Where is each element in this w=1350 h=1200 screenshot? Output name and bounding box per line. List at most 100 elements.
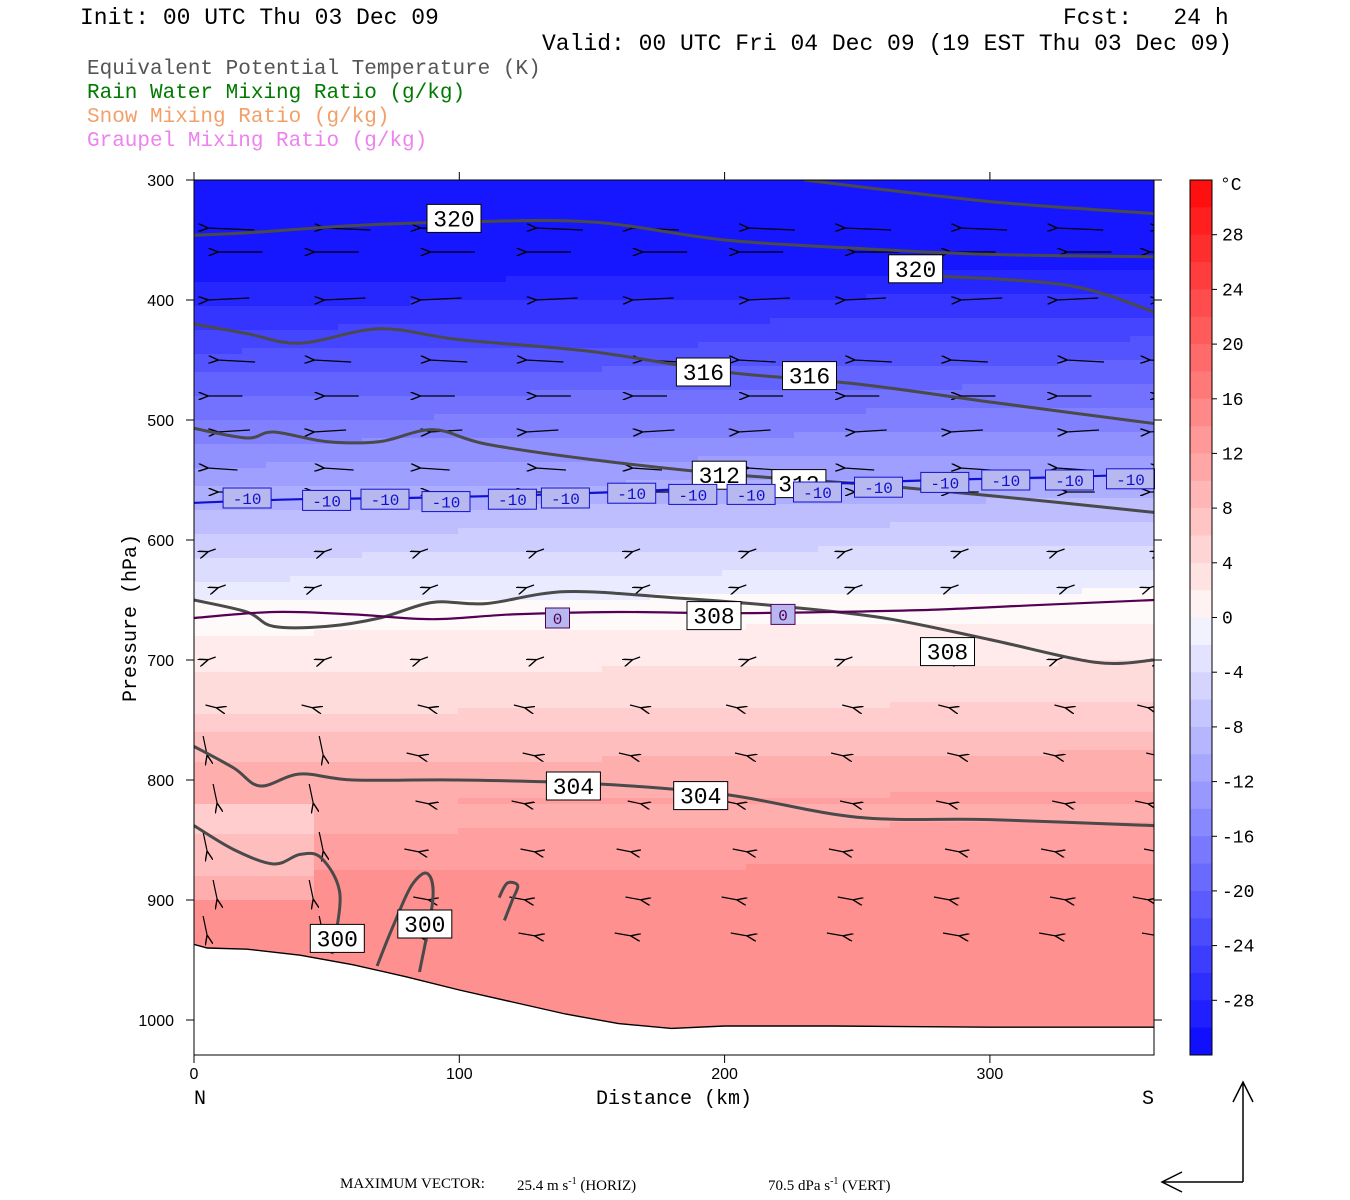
shading-cell [674,198,699,205]
shading-cell [1082,684,1107,691]
shading-cell [386,378,411,385]
shading-cell [890,666,915,673]
shading-cell [866,762,891,769]
shading-cell [746,864,771,871]
shading-cell [290,396,315,403]
shading-cell [890,306,915,313]
shading-cell [290,198,315,205]
shading-cell [938,318,963,325]
shading-cell [1130,642,1154,649]
shading-cell [218,636,243,643]
shading-cell [890,876,915,883]
shading-cell [242,678,267,685]
shading-cell [722,840,747,847]
shading-cell [194,264,219,271]
shading-cell [290,762,315,769]
shading-cell [818,600,843,607]
shading-cell [818,750,843,757]
shading-cell [194,492,219,499]
shading-cell [842,498,867,505]
shading-cell [194,732,219,739]
shading-cell [290,912,315,919]
shading-cell [938,882,963,889]
shading-cell [530,858,555,865]
shading-cell [266,714,291,721]
shading-cell [338,660,363,667]
shading-cell [770,672,795,679]
shading-cell [818,606,843,613]
shading-cell [938,300,963,307]
shading-cell [434,756,459,763]
shading-cell [362,252,387,259]
shading-cell [770,744,795,751]
shading-cell [362,378,387,385]
shading-cell [1034,696,1059,703]
shading-cell [986,210,1011,217]
shading-cell [818,192,843,199]
shading-cell [914,570,939,577]
shading-cell [626,672,651,679]
shading-cell [506,318,531,325]
shading-cell [746,702,771,709]
shading-cell [410,294,435,301]
shading-cell [458,534,483,541]
shading-cell [1130,678,1154,685]
shading-cell [218,450,243,457]
shading-cell [458,588,483,595]
shading-cell [698,582,723,589]
shading-cell [770,900,795,907]
shading-cell [722,516,747,523]
shading-cell [362,774,387,781]
shading-cell [458,720,483,727]
shading-cell [746,192,771,199]
shading-cell [626,216,651,223]
shading-cell [698,900,723,907]
shading-cell [1010,276,1035,283]
shading-cell [794,282,819,289]
shading-cell [338,798,363,805]
shading-cell [458,744,483,751]
shading-cell [650,540,675,547]
shading-cell [746,300,771,307]
shading-cell [914,828,939,835]
shading-cell [842,768,867,775]
shading-cell [1082,762,1107,769]
shading-cell [746,264,771,271]
shading-cell [410,264,435,271]
shading-cell [434,510,459,517]
shading-cell [554,390,579,397]
shading-cell [1082,300,1107,307]
shading-cell [1058,792,1083,799]
shading-cell [290,360,315,367]
shading-cell [194,684,219,691]
shading-cell [602,720,627,727]
shading-cell [866,924,891,931]
shading-cell [434,786,459,793]
shading-cell [866,210,891,217]
shading-cell [362,816,387,823]
shading-cell [386,888,411,895]
shading-cell [818,906,843,913]
shading-cell [866,540,891,547]
shading-cell [530,552,555,559]
shading-cell [194,540,219,547]
shading-cell [1082,558,1107,565]
shading-cell [770,570,795,577]
shading-cell [1010,882,1035,889]
shading-cell [266,318,291,325]
shading-cell [746,660,771,667]
shading-cell [362,204,387,211]
shading-cell [386,618,411,625]
shading-cell [1130,774,1154,781]
shading-cell [938,558,963,565]
shading-cell [698,252,723,259]
shading-cell [986,510,1011,517]
shading-cell [290,528,315,535]
shading-cell [362,828,387,835]
shading-cell [866,786,891,793]
shading-cell [1082,756,1107,763]
shading-cell [290,594,315,601]
shading-cell [962,906,987,913]
shading-cell [362,684,387,691]
shading-cell [314,636,339,643]
